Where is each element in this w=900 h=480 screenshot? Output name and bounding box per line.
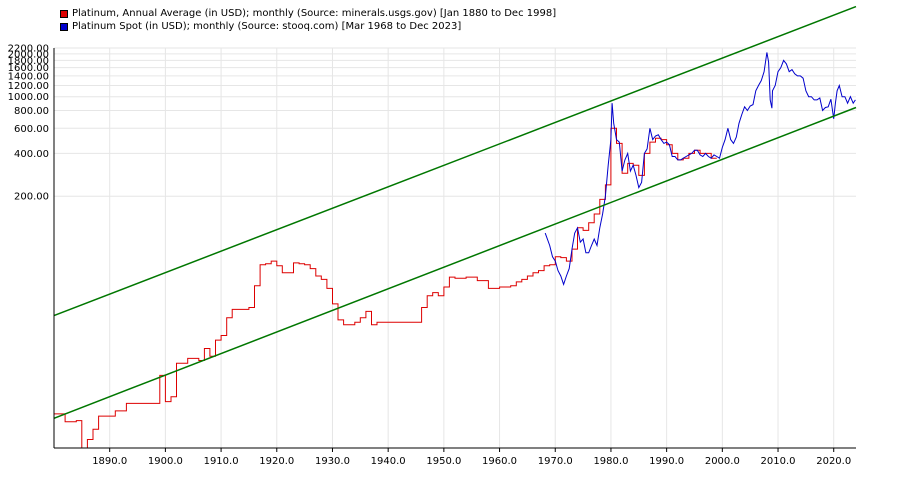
legend-label-stooq: Platinum Spot (in USD); monthly (Source:… (72, 21, 462, 32)
y-tick-label: 800.00 (14, 106, 49, 117)
x-tick-label: 2020.0 (816, 456, 851, 467)
x-tick-label: 1990.0 (649, 456, 684, 467)
x-tick-label: 2010.0 (761, 456, 796, 467)
y-tick-label: 200.00 (14, 192, 49, 203)
x-tick-label: 1960.0 (482, 456, 517, 467)
vertical-gridlines (109, 48, 835, 448)
legend-entry-usgs[interactable]: Platinum, Annual Average (in USD); month… (60, 7, 556, 20)
y-tick-label: 1600.00 (8, 63, 49, 74)
y-tick-label: 1800.00 (8, 56, 49, 67)
y-tick-label: 1400.00 (8, 71, 49, 82)
channel-upper-line (53, 5, 857, 317)
horizontal-gridlines (54, 47, 856, 197)
y-tick-label: 2000.00 (8, 49, 49, 60)
y-tick-label: 600.00 (14, 124, 49, 135)
x-tick-label: 1970.0 (538, 456, 573, 467)
x-tick-label: 1950.0 (426, 456, 461, 467)
y-axis-ticks: 200.00 400.00 600.00 800.00 1000.001200.0014… (8, 44, 49, 203)
x-tick-label: 1900.0 (148, 456, 183, 467)
usgs-annual-average-line (54, 127, 717, 449)
x-tick-label: 2000.0 (705, 456, 740, 467)
channel-lower-line (53, 106, 857, 419)
channel-lines (53, 5, 857, 419)
x-axis-ticks: 1890.0 1900.0 1910.0 1920.0 1930.0 1940.0 1950… (92, 448, 851, 467)
legend-label-usgs: Platinum, Annual Average (in USD); month… (72, 8, 557, 19)
y-tick-label: 400.00 (14, 149, 49, 160)
legend-entry-stooq[interactable]: Platinum Spot (in USD); monthly (Source:… (60, 20, 556, 33)
x-tick-label: 1930.0 (315, 456, 350, 467)
legend-swatch-blue-icon (60, 22, 68, 31)
y-tick-label: 1200.00 (8, 81, 49, 92)
y-tick-label: 2200.00 (8, 44, 49, 55)
x-tick-label: 1890.0 (92, 456, 127, 467)
stooq-spot-line (544, 52, 856, 286)
x-tick-label: 1920.0 (259, 456, 294, 467)
series-layer (54, 52, 856, 449)
x-tick-label: 1940.0 (371, 456, 406, 467)
legend: Platinum, Annual Average (in USD); month… (60, 7, 556, 33)
x-tick-label: 1910.0 (204, 456, 239, 467)
x-tick-label: 1980.0 (593, 456, 628, 467)
y-tick-label: 1000.00 (8, 92, 49, 103)
legend-swatch-red-icon (60, 9, 68, 18)
